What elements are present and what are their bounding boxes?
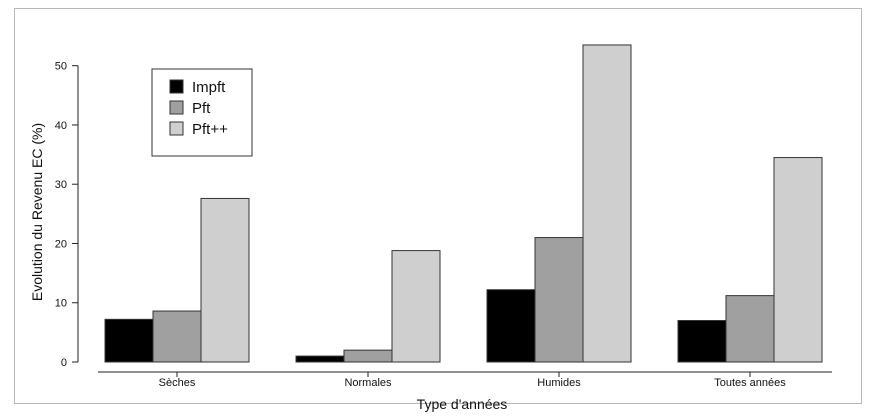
y-tick-label: 50 <box>55 61 67 73</box>
bar-pftpp <box>773 157 823 363</box>
y-tick-label: 30 <box>55 179 67 191</box>
x-tick-label: Sèches <box>159 377 196 389</box>
legend-swatch <box>169 121 184 136</box>
bar-pft <box>152 310 202 363</box>
x-axis-title: Type d'années <box>417 396 508 412</box>
legend-box <box>151 68 253 157</box>
bar-impft <box>677 320 727 363</box>
bar-pftpp <box>582 44 632 363</box>
bar-pft <box>343 349 393 363</box>
x-tick-label: Normales <box>344 377 392 389</box>
legend-swatch <box>169 79 184 94</box>
legend-label: Impft <box>192 79 226 96</box>
y-tick-label: 40 <box>55 120 67 132</box>
y-tick-label: 20 <box>55 238 67 250</box>
bar-impft <box>486 289 536 363</box>
y-tick-label: 0 <box>61 357 67 369</box>
legend-swatch <box>169 100 184 115</box>
bar-pft <box>725 295 775 363</box>
bar-pft <box>534 237 584 363</box>
chart-frame <box>14 8 862 404</box>
x-tick-label: Toutes années <box>714 377 786 389</box>
x-tick-label: Humides <box>537 377 581 389</box>
y-axis-title: Evolution du Revenu EC (%) <box>29 123 45 301</box>
bar-pftpp <box>200 197 250 363</box>
bar-pftpp <box>391 250 441 363</box>
plot-area: 0 10 20 30 40 50 Sèches Normales Humides Toutes a… <box>55 44 832 389</box>
bar-impft <box>295 355 345 363</box>
bar-impft <box>104 318 154 363</box>
y-tick-label: 10 <box>55 298 67 310</box>
legend-label: Pft <box>192 100 211 117</box>
legend: Impft Pft Pft++ <box>151 68 253 157</box>
legend-label: Pft++ <box>192 121 228 138</box>
